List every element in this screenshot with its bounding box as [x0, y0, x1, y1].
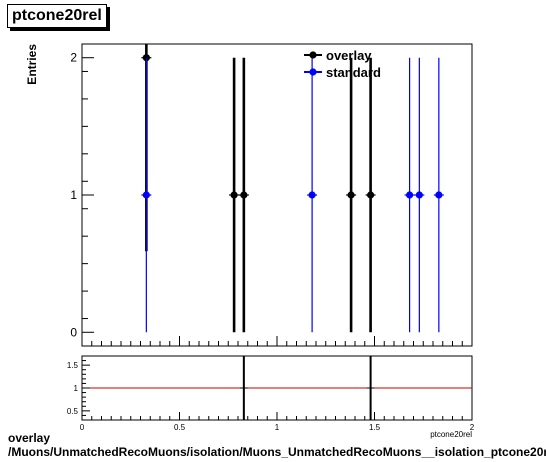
ratio-y-tick-label: 0.5: [67, 407, 79, 416]
footer-line-1: overlay: [8, 431, 51, 445]
footer-caption: overlay /Muons/UnmatchedRecoMuons/isolat…: [8, 431, 546, 459]
y-tick-label: 2: [70, 51, 77, 65]
x-axis-label: ptcone20rel: [430, 430, 472, 439]
x-tick-label: 0.5: [174, 423, 186, 432]
x-tick-label: 1: [275, 423, 280, 432]
y-tick-label: 1: [70, 188, 77, 202]
x-tick-label: 1.5: [369, 423, 381, 432]
legend-marker: [309, 68, 317, 76]
x-tick-label: 0: [80, 423, 85, 432]
overlay-point: [230, 191, 238, 199]
overlay-point: [240, 191, 248, 199]
ratio-y-tick-label: 1: [74, 384, 79, 393]
standard-point: [308, 191, 316, 199]
standard-point: [406, 191, 414, 199]
series-overlay: [141, 44, 376, 333]
ratio-y-tick-label: 1.5: [67, 361, 79, 370]
plot-title: ptcone20rel: [7, 4, 107, 28]
legend-label: overlay: [326, 48, 372, 63]
series-standard: [141, 57, 444, 333]
footer-line-2: /Muons/UnmatchedRecoMuons/isolation/Muon…: [8, 445, 546, 459]
overlay-point: [347, 191, 355, 199]
y-tick-label: 0: [70, 325, 77, 339]
standard-point: [435, 191, 443, 199]
standard-point: [415, 191, 423, 199]
overlay-point: [367, 191, 375, 199]
y-axis-label: Entries: [25, 44, 39, 85]
legend-marker: [309, 51, 317, 59]
main-plot-area: 0 1 2 Entries overlay standard: [25, 43, 473, 347]
standard-point: [142, 191, 150, 199]
legend-entry-standard: standard: [304, 65, 381, 80]
legend-label: standard: [326, 65, 381, 80]
x-tick-label: 2: [470, 423, 475, 432]
legend-entry-overlay: overlay: [304, 48, 372, 63]
